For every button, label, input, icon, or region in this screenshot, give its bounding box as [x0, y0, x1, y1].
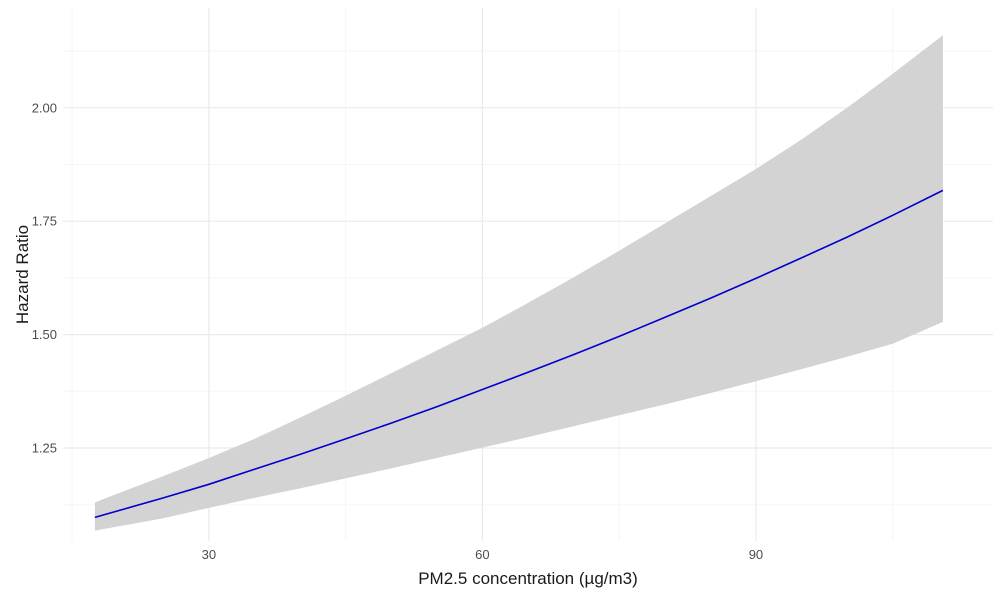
y-axis-title: Hazard Ratio — [13, 225, 32, 324]
y-axis-ticks: 1.25 1.50 1.75 2.00 — [32, 100, 57, 455]
x-tick-label: 30 — [202, 547, 216, 562]
hazard-ratio-line — [94, 189, 944, 519]
y-tick-label: 1.75 — [32, 214, 57, 229]
confidence-band — [94, 35, 943, 531]
y-tick-label: 1.50 — [32, 327, 57, 342]
x-axis-title: PM2.5 concentration (µg/m3) — [418, 569, 638, 588]
y-tick-label: 1.25 — [32, 441, 57, 456]
y-tick-label: 2.00 — [32, 100, 57, 115]
x-tick-label: 90 — [749, 547, 763, 562]
x-axis-ticks: 30 60 90 — [202, 547, 764, 562]
x-tick-label: 60 — [475, 547, 489, 562]
